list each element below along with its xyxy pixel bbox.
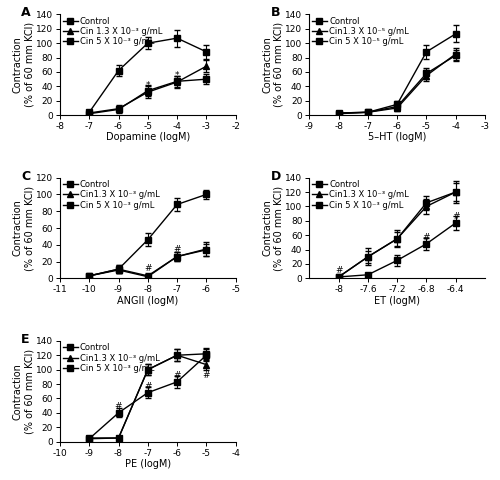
Legend: Control, Cin1.3 X 10⁻³ g/mL, Cin 5 X 10⁻³ g/mL: Control, Cin1.3 X 10⁻³ g/mL, Cin 5 X 10⁻… [311,180,410,210]
Text: #: # [422,233,430,241]
Y-axis label: Contraction
(% of 60 mm KCl): Contraction (% of 60 mm KCl) [13,348,34,434]
Legend: Control, Cin1.3 X 10⁻³ g/mL, Cin 5 X 10⁻³ g/mL: Control, Cin1.3 X 10⁻³ g/mL, Cin 5 X 10⁻… [62,343,160,373]
Text: *: * [146,81,150,90]
Text: #: # [174,245,181,254]
Text: C: C [22,169,30,182]
Text: #: # [115,402,122,411]
X-axis label: Dopamine (logM): Dopamine (logM) [106,132,190,143]
Legend: Control, Cin 1.3 X 10⁻³ g/mL, Cin 5 X 10⁻³ g/mL: Control, Cin 1.3 X 10⁻³ g/mL, Cin 5 X 10… [62,16,163,47]
Y-axis label: Contraction
(% of 60 mm KCl): Contraction (% of 60 mm KCl) [262,185,284,271]
Text: #: # [452,212,460,221]
Text: B: B [270,6,280,19]
Legend: Control, Cin1.3 X 10⁻³ g/mL, Cin 5 X 10⁻³ g/mL: Control, Cin1.3 X 10⁻³ g/mL, Cin 5 X 10⁻… [62,180,160,210]
Text: #: # [144,382,152,391]
Y-axis label: Contraction
(% of 60 mm KCl): Contraction (% of 60 mm KCl) [13,22,34,108]
Text: #: # [202,371,210,380]
Text: #: # [335,266,342,275]
Y-axis label: Contraction
(% of 60 mm KCl): Contraction (% of 60 mm KCl) [13,185,34,271]
Text: #: # [144,264,152,273]
Text: A: A [22,6,31,19]
Text: D: D [270,169,281,182]
X-axis label: ET (logM): ET (logM) [374,296,420,306]
X-axis label: 5–HT (logM): 5–HT (logM) [368,132,426,143]
Y-axis label: Contraction
(% of 60 mm KCl): Contraction (% of 60 mm KCl) [262,22,284,108]
Text: *: * [175,71,180,80]
X-axis label: PE (logM): PE (logM) [124,459,171,469]
Text: #: # [174,371,181,380]
Text: E: E [22,333,30,346]
X-axis label: ANGII (logM): ANGII (logM) [117,296,178,306]
Legend: Control, Cin1.3 X 10⁻⁵ g/mL, Cin 5 X 10⁻⁵ g/mL: Control, Cin1.3 X 10⁻⁵ g/mL, Cin 5 X 10⁻… [311,16,410,47]
